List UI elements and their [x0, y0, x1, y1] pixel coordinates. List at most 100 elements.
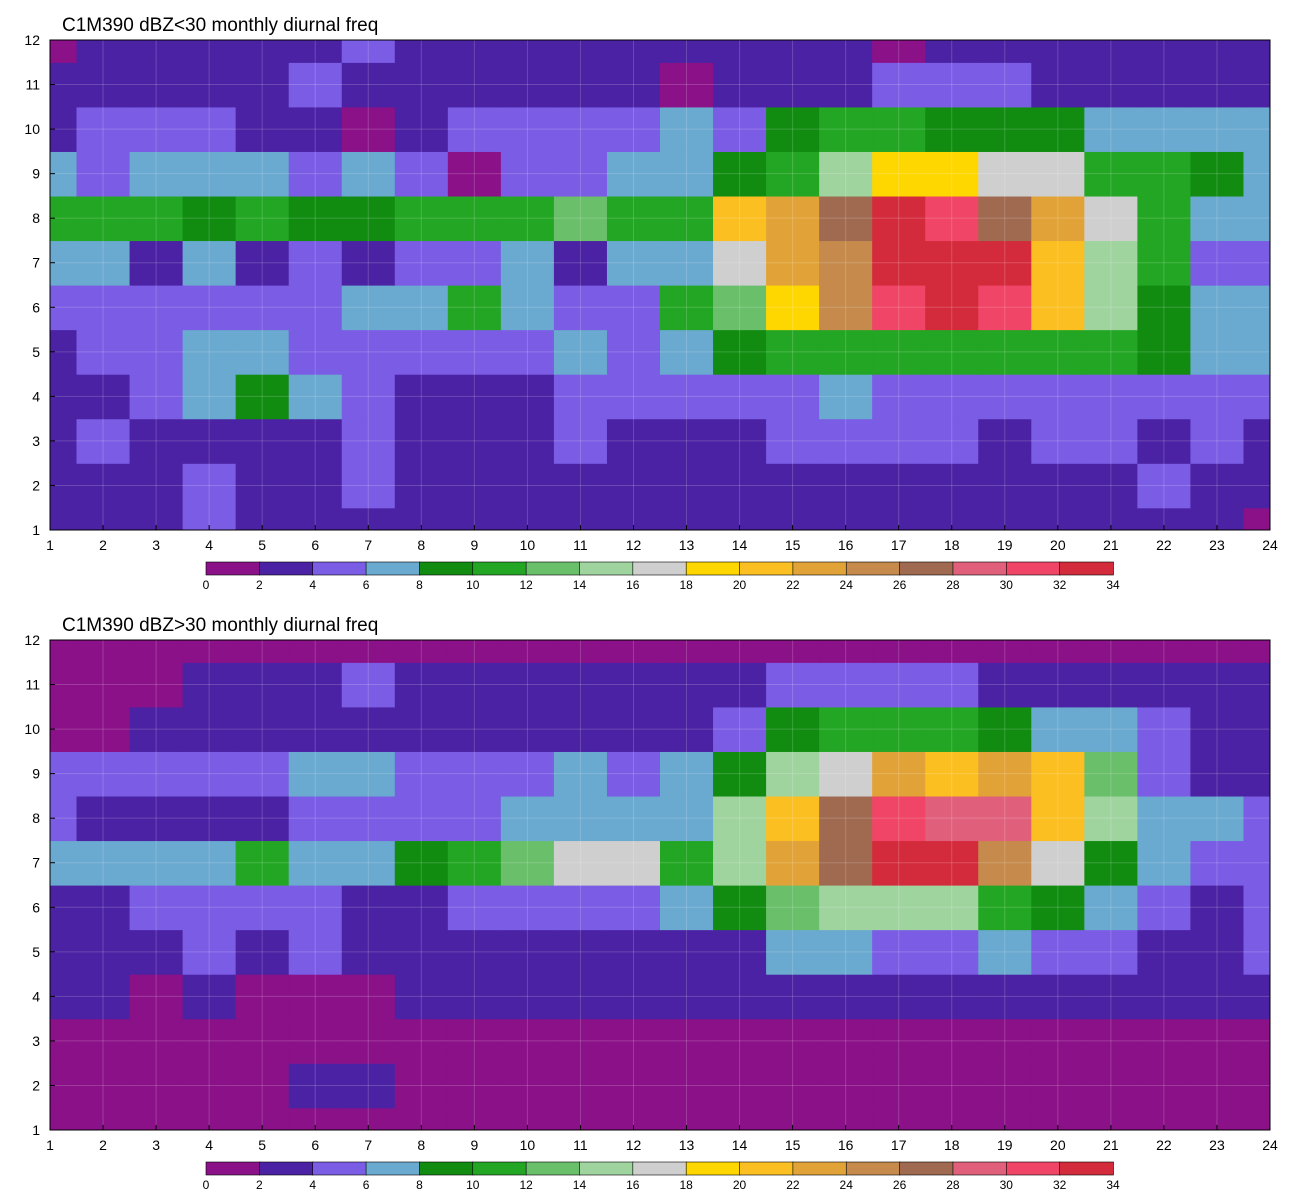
colorbar-swatch	[845, 561, 901, 576]
heatmap-cell	[288, 285, 343, 331]
heatmap-cell	[660, 706, 714, 752]
heatmap-cell	[288, 418, 343, 464]
x-tick-label: 9	[470, 537, 478, 553]
heatmap-cell	[713, 195, 767, 242]
heatmap-cell	[182, 62, 237, 108]
heatmap-cell	[341, 151, 396, 197]
heatmap-cell	[978, 195, 1032, 242]
heatmap-cell	[182, 106, 237, 152]
x-tick-label: 22	[1156, 537, 1172, 553]
heatmap-cell	[766, 640, 820, 663]
colorbar-swatch	[1005, 561, 1061, 576]
heatmap-cell	[447, 706, 502, 752]
heatmap-cell	[500, 329, 555, 375]
heatmap-cell	[1084, 329, 1138, 375]
heatmap-cell	[1084, 62, 1138, 108]
heatmap-cell	[872, 106, 926, 152]
heatmap-cell	[925, 151, 979, 197]
heatmap-cell	[394, 1018, 449, 1064]
heatmap-cell	[288, 1107, 343, 1130]
heatmap-cell	[76, 40, 131, 63]
heatmap-cell	[713, 1107, 767, 1130]
heatmap-cell	[819, 1063, 873, 1109]
heatmap-cell	[288, 329, 343, 375]
heatmap-cell	[235, 662, 290, 708]
x-tick-label: 12	[626, 1137, 642, 1153]
colorbar-tick-label: 34	[1106, 1178, 1120, 1192]
heatmap-cell	[341, 751, 396, 797]
heatmap-cell	[1137, 929, 1192, 975]
heatmap-cell	[713, 1063, 767, 1109]
heatmap-cell	[447, 662, 502, 708]
heatmap-cell	[606, 662, 661, 708]
heatmap-cell	[1190, 751, 1245, 797]
heatmap-cell	[553, 195, 608, 242]
heatmap-cell	[1031, 106, 1085, 152]
heatmap-cell	[978, 840, 1032, 886]
plot-frame	[49, 639, 1271, 1131]
heatmap-cell	[1137, 463, 1192, 509]
heatmap-cell	[447, 1018, 502, 1064]
heatmap-cell	[182, 640, 237, 663]
y-tick-label: 8	[32, 810, 40, 826]
heatmap-cell	[766, 418, 820, 464]
heatmap-cell	[500, 885, 555, 931]
x-tick-label: 10	[520, 537, 536, 553]
colorbar-tick-label: 14	[573, 578, 587, 592]
colorbar-tick-label: 20	[733, 578, 747, 592]
heatmap-cell	[1031, 1063, 1085, 1109]
heatmap-cell	[872, 40, 926, 63]
colorbar-tick-label: 2	[256, 1178, 263, 1192]
heatmap-cell	[819, 751, 873, 797]
x-tick-label: 1	[46, 1137, 54, 1153]
heatmap-cell	[978, 374, 1032, 420]
heatmap-cell	[553, 1107, 608, 1130]
colorbar-swatch	[312, 561, 367, 576]
heatmap-cell	[1243, 929, 1270, 975]
colorbar-swatch	[259, 1161, 314, 1176]
y-tick-label: 12	[24, 632, 40, 648]
heatmap-cell	[925, 795, 979, 842]
heatmap-cell	[1243, 463, 1270, 509]
heatmap-cell	[447, 1107, 502, 1130]
heatmap-cell	[553, 795, 608, 842]
heatmap-cell	[553, 840, 608, 886]
colorbar-tick-label: 22	[786, 1178, 800, 1192]
heatmap-cell	[872, 795, 926, 842]
heatmap-cell	[713, 974, 767, 1020]
heatmap-cell	[978, 706, 1032, 752]
heatmap-cell	[819, 463, 873, 509]
heatmap-cell	[76, 195, 131, 242]
heatmap-cell	[129, 974, 184, 1020]
y-tick-label: 1	[32, 522, 40, 538]
heatmap-cell	[394, 840, 449, 886]
heatmap-cell	[235, 106, 290, 152]
heatmap-cell	[660, 662, 714, 708]
heatmap-cell	[1031, 1018, 1085, 1064]
y-tick-label: 11	[25, 77, 40, 93]
y-tick-label: 10	[24, 121, 40, 137]
heatmap-cell	[288, 885, 343, 931]
x-tick-label: 6	[311, 1137, 319, 1153]
heatmap-cell	[235, 1063, 290, 1109]
heatmap-cell	[288, 795, 343, 842]
heatmap-cell	[182, 1063, 237, 1109]
heatmap-cell	[288, 1018, 343, 1064]
heatmap-cells	[50, 640, 1270, 1130]
heatmap-cell	[925, 195, 979, 242]
heatmap-cell	[606, 195, 661, 242]
heatmap-cell	[447, 929, 502, 975]
heatmap-cell	[606, 106, 661, 152]
heatmap-cell	[447, 418, 502, 464]
heatmap-cell	[872, 285, 926, 331]
heatmap-cell	[553, 463, 608, 509]
colorbar-swatch	[472, 1161, 527, 1176]
y-tick-label: 5	[32, 944, 40, 960]
heatmap-cell	[1190, 329, 1245, 375]
y-tick-label: 1	[32, 1122, 40, 1138]
heatmap-cell	[925, 706, 979, 752]
heatmap-cell	[235, 1107, 290, 1130]
heatmap-cell	[978, 662, 1032, 708]
heatmap-cell	[553, 151, 608, 197]
x-tick-label: 4	[205, 1137, 213, 1153]
